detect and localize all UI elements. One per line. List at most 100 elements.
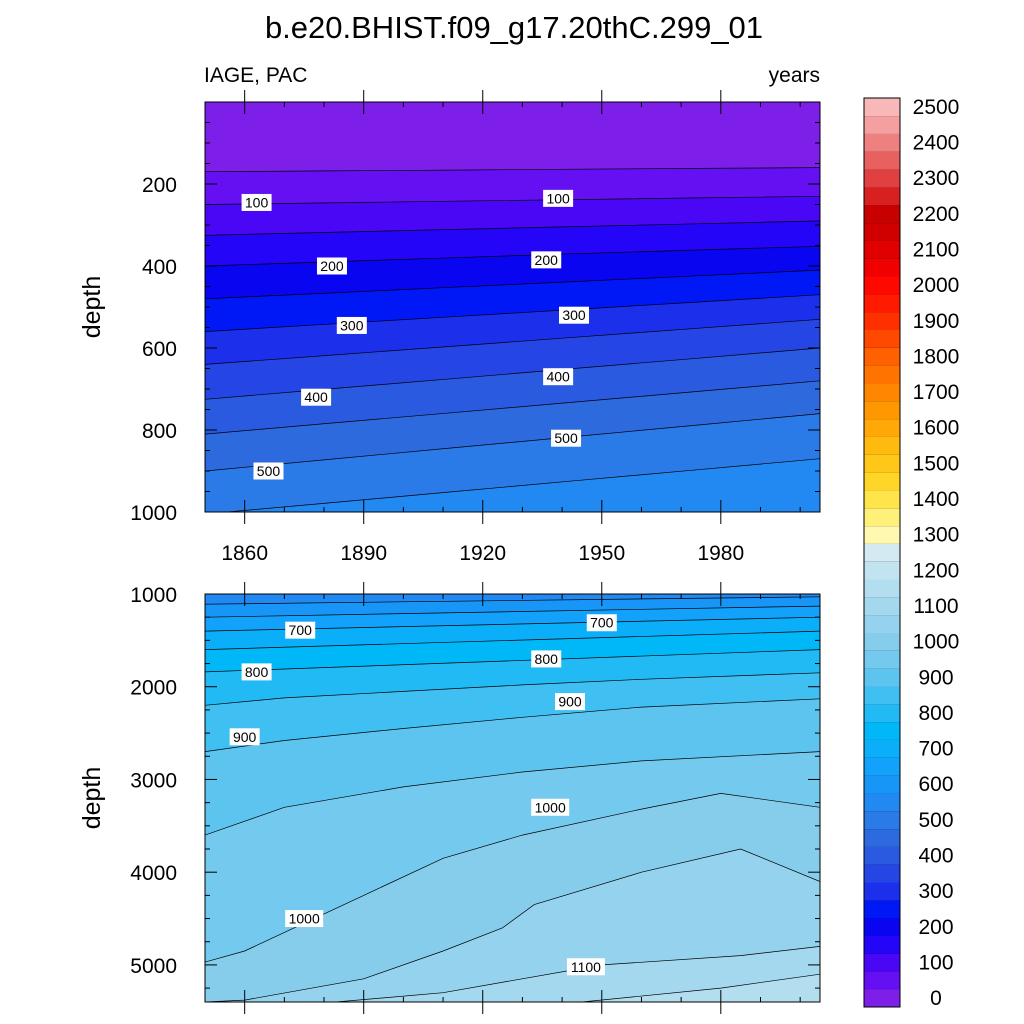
y-tick-label: 3000 xyxy=(130,769,177,792)
colorbar-box xyxy=(864,561,900,580)
colorbar-box xyxy=(864,721,900,740)
colorbar-box xyxy=(864,240,900,259)
contour-line xyxy=(205,596,820,605)
colorbar-label: 600 xyxy=(918,773,953,796)
contour-fills: 700 700 800 800 900 900 1000 1000 1100 xyxy=(205,594,820,1002)
colorbar-label: 2000 xyxy=(913,274,960,297)
colorbar-box xyxy=(864,204,900,224)
chart-title: b.e20.BHIST.f09_g17.20thC.299_01 xyxy=(265,10,763,45)
colorbar-box xyxy=(864,133,900,152)
colorbar-label: 1700 xyxy=(913,381,960,404)
colorbar-box xyxy=(864,810,900,830)
contour-line xyxy=(205,793,820,963)
colorbar-box xyxy=(864,151,900,170)
x-tick-label: 1890 xyxy=(340,542,387,565)
colorbar-label: 900 xyxy=(918,666,953,689)
contour-label: 700 xyxy=(590,615,614,631)
contour-label: 500 xyxy=(257,463,281,479)
contour-label-box xyxy=(531,798,570,816)
contour-label-box xyxy=(586,614,617,632)
colorbar-frame xyxy=(863,97,901,1008)
colorbar-label: 400 xyxy=(918,845,953,868)
colorbar-box xyxy=(864,401,900,420)
colorbar-box xyxy=(864,115,900,134)
colorbar-box xyxy=(864,418,900,437)
contour-line xyxy=(205,605,820,618)
contour-label: 900 xyxy=(233,729,257,745)
contour-label: 100 xyxy=(245,194,269,210)
contour-label: 100 xyxy=(546,190,570,206)
colorbar-box xyxy=(864,329,900,348)
contour-band xyxy=(205,974,820,1002)
colorbar-box xyxy=(864,258,900,277)
contour-fills: 100 100 200 200 300 300 400 400 500 500 xyxy=(205,102,820,512)
top-panel: 100 100 200 200 300 300 400 400 500 500 1860 1890 19… xyxy=(130,90,821,565)
contour-label: 700 xyxy=(289,622,313,638)
colorbar-label: 2200 xyxy=(913,203,960,226)
colorbar-box xyxy=(864,579,900,598)
colorbar-box xyxy=(864,864,900,883)
contour-label-box xyxy=(241,663,272,681)
contour-label: 800 xyxy=(245,664,269,680)
colorbar-label: 2300 xyxy=(913,167,960,190)
contour-line xyxy=(205,751,820,836)
colorbar-label: 1500 xyxy=(913,452,960,475)
y-tick-label: 200 xyxy=(142,174,177,197)
colorbar-box xyxy=(864,347,900,366)
colorbar-label: 700 xyxy=(918,738,953,761)
colorbar-box xyxy=(864,953,900,972)
colorbar-label: 1100 xyxy=(913,595,958,618)
contour-label: 500 xyxy=(554,430,578,446)
bottom-panel: 700 700 800 800 900 900 1000 1000 1100 1000 2000 30… xyxy=(130,582,821,1014)
y-tick-label: 4000 xyxy=(130,862,177,885)
y-tick-label: 400 xyxy=(142,256,177,279)
colorbar-box xyxy=(864,490,900,509)
panel-right-string: years xyxy=(769,64,820,87)
contour-label-box xyxy=(551,429,582,447)
colorbar-box xyxy=(864,989,900,1008)
y-tick-label: 800 xyxy=(142,420,177,443)
contour-label-box xyxy=(229,728,260,746)
x-tick-label: 1860 xyxy=(221,542,268,565)
y-tick-label: 1000 xyxy=(130,502,177,525)
contour-label-box xyxy=(555,693,586,711)
colorbar-box xyxy=(864,971,900,990)
colorbar-label: 0 xyxy=(930,987,942,1010)
colorbar-label: 800 xyxy=(918,702,953,725)
colorbar-label: 2100 xyxy=(913,239,960,262)
colorbar-label: 1400 xyxy=(913,488,960,511)
contour-label: 400 xyxy=(304,389,328,405)
contour-label-box xyxy=(285,910,324,928)
contour-line xyxy=(205,220,820,236)
contour-label: 200 xyxy=(535,252,559,268)
colorbar-box xyxy=(864,668,900,687)
contour-line xyxy=(205,269,820,300)
x-tick-label: 1980 xyxy=(697,542,744,565)
colorbar-box xyxy=(864,828,900,847)
plot-frame xyxy=(204,593,821,1003)
colorbar-label: 100 xyxy=(918,951,953,974)
colorbar-label: 1200 xyxy=(913,559,960,582)
colorbar-box xyxy=(864,882,900,901)
colorbar-box xyxy=(864,632,900,651)
colorbar-box xyxy=(864,543,900,562)
contour-label: 300 xyxy=(340,317,364,333)
colorbar-box xyxy=(864,311,900,331)
colorbar-box xyxy=(864,276,900,295)
contour-label: 300 xyxy=(562,307,586,323)
contour-label: 1000 xyxy=(289,911,320,927)
colorbar-box xyxy=(864,222,900,241)
colorbar-box xyxy=(864,775,900,794)
contour-line xyxy=(205,195,820,205)
colorbar-box xyxy=(864,704,900,723)
colorbar-label: 500 xyxy=(918,809,953,832)
colorbar-box xyxy=(864,383,900,402)
colorbar-box xyxy=(864,846,900,865)
contour-label-box xyxy=(253,462,284,480)
colorbar-label: 200 xyxy=(918,916,953,939)
colorbar-box xyxy=(864,294,900,313)
colorbar-label: 1900 xyxy=(913,310,960,333)
contour-label-box xyxy=(336,316,367,334)
top-y-axis-label: depth xyxy=(78,276,106,339)
contour-label: 200 xyxy=(320,258,344,274)
